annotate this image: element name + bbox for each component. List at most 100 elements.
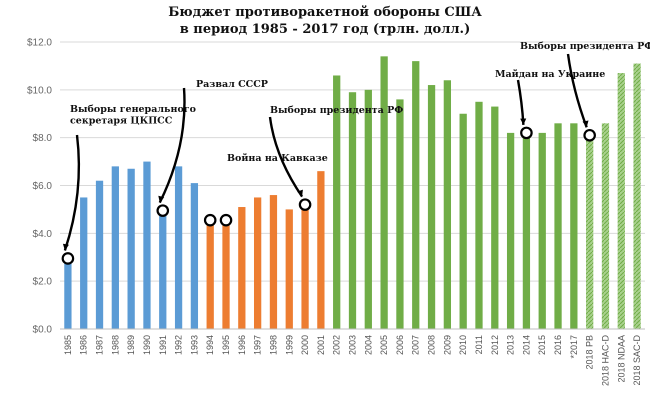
bar-2018-ndaa — [617, 73, 625, 329]
bar-2012 — [491, 106, 499, 329]
x-tick-label: 1993 — [189, 335, 199, 355]
x-tick-label: 1998 — [268, 335, 278, 355]
annotation-label: секретаря ЦКПСС — [70, 116, 173, 127]
x-tick-label: 1997 — [253, 335, 263, 355]
x-tick-label: 2018 SAC-D — [632, 335, 642, 386]
bar-1993 — [190, 183, 199, 329]
annotation-arrow — [566, 53, 588, 128]
x-tick-label: 2000 — [300, 335, 310, 355]
annotation-arrow — [268, 116, 304, 198]
bar-2016 — [554, 123, 562, 329]
bar-1996 — [238, 207, 246, 329]
annotation-label: Выборы президента РФ — [270, 105, 403, 116]
bar-2018-hac-d — [601, 123, 610, 329]
x-tick-label: 1999 — [284, 335, 294, 355]
bar-2007 — [412, 61, 420, 330]
event-marker-circle — [61, 252, 75, 265]
annotation-arrowhead — [297, 189, 303, 197]
bar-2013 — [506, 132, 515, 329]
event-marker-circle — [520, 126, 533, 140]
annotation-label: Война на Кавказе — [227, 153, 328, 164]
annotation-arrowhead — [158, 195, 165, 203]
bar-1995 — [222, 216, 230, 329]
bar-1986 — [80, 197, 88, 329]
event-marker-circle — [203, 213, 217, 227]
y-tick-label: $0.0 — [33, 325, 53, 336]
x-tick-label: 1992 — [174, 335, 184, 355]
annotation-arrowhead — [520, 118, 527, 125]
bar-2014 — [522, 130, 531, 329]
bar-2015 — [538, 132, 546, 329]
bar-1987 — [95, 180, 104, 329]
bar-2011 — [475, 101, 483, 330]
x-tick-label: 2001 — [316, 335, 326, 355]
x-tick-label: 1987 — [95, 335, 105, 355]
bar-1992 — [174, 166, 183, 329]
x-tick-label: 1988 — [110, 335, 120, 355]
event-marker-circle — [583, 128, 596, 142]
x-tick-label: 2012 — [490, 335, 500, 355]
annotation-label: Выборы генерального — [70, 104, 196, 115]
x-axis-ticks: 1985 1986 1987 1988 1989 1990 1991 1992 1993 1994… — [63, 335, 642, 387]
x-tick-label: 1991 — [158, 335, 168, 355]
bar-2008 — [427, 85, 436, 329]
x-tick-label: 2003 — [348, 335, 358, 355]
bar-2009 — [443, 80, 452, 330]
x-tick-label: 2005 — [379, 335, 389, 355]
x-tick-label: *2017 — [569, 335, 579, 359]
annotation-arrowhead — [582, 120, 589, 128]
bar-2003 — [348, 92, 357, 329]
x-tick-label: 2018 HAC-D — [600, 335, 610, 387]
x-tick-label: 2009 — [442, 335, 452, 355]
bar-1989 — [127, 168, 135, 329]
x-tick-label: 2014 — [521, 335, 531, 355]
x-tick-label: 1989 — [126, 335, 136, 355]
x-tick-label: 1996 — [237, 335, 247, 355]
bar-1988 — [111, 166, 119, 329]
x-tick-label: 2015 — [537, 335, 547, 355]
x-tick-label: 2018 PB — [585, 335, 595, 370]
bar-2004 — [364, 89, 372, 329]
x-tick-label: 2004 — [363, 335, 373, 355]
chart-title: Бюджет противоракетной обороны США — [168, 5, 482, 20]
bar-2001 — [317, 171, 325, 329]
event-marker-circle — [298, 198, 312, 211]
y-tick-label: $2.0 — [33, 277, 53, 288]
bar-1994 — [206, 221, 214, 329]
bar-1990 — [143, 161, 151, 329]
x-tick-label: 2007 — [411, 335, 421, 355]
bar-2006 — [396, 99, 404, 330]
bar-2002 — [333, 75, 341, 329]
bar-2000 — [301, 209, 309, 329]
annotation-arrow — [158, 87, 186, 204]
annotation-label: Развал СССР — [196, 79, 268, 90]
x-tick-label: 2006 — [395, 335, 405, 355]
y-axis-ticks: $0.0 $2.0 $4.0 $6.0 $8.0 $10.0 $12.0 — [27, 38, 52, 336]
bar-1991 — [159, 211, 167, 329]
bar-2005 — [380, 56, 388, 329]
x-tick-label: 2002 — [332, 335, 342, 355]
event-marker-circle — [156, 204, 170, 217]
annotation-arrow — [516, 79, 525, 125]
y-tick-label: $10.0 — [27, 85, 52, 96]
event-marker-circle — [219, 213, 233, 227]
chart-subtitle: в период 1985 - 2017 год (трлн. долл.) — [180, 22, 470, 37]
x-tick-label: 1995 — [221, 335, 231, 355]
bar-1998 — [269, 195, 278, 329]
bar-1985 — [64, 259, 72, 329]
annotation-arrowhead — [62, 243, 69, 251]
x-tick-label: 1994 — [205, 335, 215, 355]
x-tick-label: 2008 — [427, 335, 437, 355]
bar-1997 — [253, 197, 262, 329]
y-tick-label: $4.0 — [33, 229, 53, 240]
bars — [64, 56, 641, 330]
bar-1999 — [285, 209, 293, 329]
x-tick-label: 2011 — [474, 335, 484, 354]
annotation-label: Выборы президента РФ — [520, 41, 650, 52]
bar-2018-sac-d — [633, 63, 641, 330]
x-tick-label: 1986 — [79, 335, 89, 355]
x-tick-label: 1990 — [142, 335, 152, 355]
y-tick-label: $8.0 — [33, 133, 53, 144]
annotation-label: Майдан на Украине — [495, 69, 605, 80]
